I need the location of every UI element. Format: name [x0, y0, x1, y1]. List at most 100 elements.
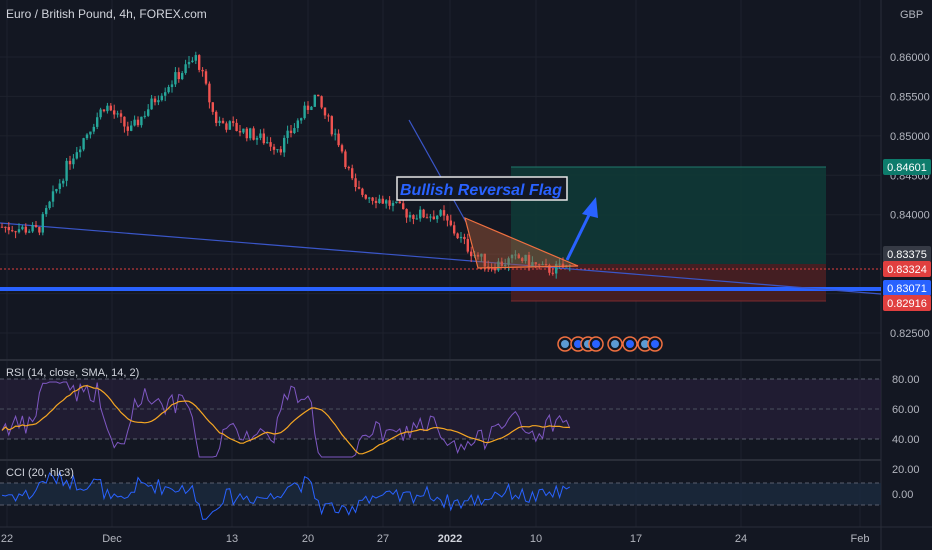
candle-body	[432, 216, 435, 220]
rsi-tick-label: 80.00	[892, 374, 920, 386]
candle-body	[463, 236, 466, 240]
candle-body	[225, 123, 228, 130]
candle-body	[296, 120, 299, 129]
candle-body	[238, 131, 242, 133]
cci-pane	[0, 469, 881, 520]
candle-body	[330, 116, 333, 135]
cci-label: CCI (20, hlc3)	[6, 467, 74, 479]
event-markers[interactable]	[557, 336, 663, 352]
price-tag-label: 0.82916	[887, 298, 927, 310]
event-marker-core	[574, 340, 582, 348]
candle-body	[364, 194, 367, 199]
candle-body	[123, 116, 126, 127]
candle-body	[45, 208, 48, 215]
candle-body	[116, 113, 119, 115]
rsi-sma-line	[1, 384, 570, 455]
candle-body	[68, 160, 72, 165]
candle-body	[317, 94, 320, 97]
candle-body	[313, 94, 316, 107]
candle-body	[133, 119, 136, 126]
candle-body	[524, 254, 527, 262]
candle-body	[204, 71, 208, 84]
price-tag	[883, 159, 931, 175]
candle-body	[439, 210, 442, 216]
candle-body	[279, 149, 282, 153]
candle-body	[4, 226, 7, 228]
candle-body	[334, 133, 337, 135]
annotation-box[interactable]	[396, 176, 568, 201]
price-tick-label: 0.85000	[890, 131, 930, 143]
price-tick-label: 0.85500	[890, 91, 930, 103]
candle-body	[368, 197, 371, 199]
candle-body	[408, 215, 412, 218]
candle-body	[303, 105, 306, 119]
time-tick-label: 10	[530, 533, 542, 545]
candle-body	[143, 115, 146, 117]
candle-body	[558, 263, 561, 265]
candle-body	[507, 258, 510, 265]
candle-body	[242, 128, 245, 133]
price-tag	[883, 280, 931, 296]
candle-body	[259, 133, 262, 138]
time-tick-label: 20	[302, 533, 314, 545]
candle-body	[289, 130, 293, 134]
breakout-arrow-line	[565, 212, 592, 261]
candle-body	[249, 128, 252, 139]
candle-body	[235, 122, 238, 132]
time-tick-label: 24	[735, 533, 747, 545]
candle-body	[561, 263, 565, 268]
candle-body	[381, 198, 384, 204]
time-axis[interactable]: 22 Dec 13 20 27 2022 10 17 24 Feb	[1, 533, 870, 545]
candle-body	[374, 200, 378, 204]
candle-body	[470, 251, 473, 257]
currency-label: GBP	[900, 9, 923, 21]
candle-body	[177, 72, 180, 80]
price-tick-label: 0.84000	[890, 210, 930, 222]
candle-body	[497, 261, 500, 271]
candle-body	[106, 105, 109, 112]
candle-body	[510, 254, 514, 259]
event-marker-core	[651, 340, 659, 348]
candle-body	[38, 227, 41, 233]
candle-body	[340, 145, 344, 152]
candle-body	[476, 254, 480, 257]
candle-body	[521, 258, 524, 262]
candle-body	[218, 120, 221, 123]
candle-body	[276, 149, 279, 151]
candle-body	[82, 138, 85, 150]
price-tag-label: 0.83324	[887, 264, 927, 276]
candle-body	[323, 107, 327, 116]
price-tag	[883, 261, 931, 277]
time-tick-label: Dec	[102, 533, 122, 545]
candle-body	[79, 149, 82, 153]
candle-body	[391, 202, 395, 206]
candle-body	[72, 158, 75, 165]
time-tick-label: 27	[377, 533, 389, 545]
candle-body	[320, 96, 323, 108]
candle-body	[208, 83, 211, 103]
candle-body	[14, 231, 17, 233]
candle-body	[262, 133, 265, 144]
cci-band	[0, 483, 881, 505]
candle-body	[425, 217, 429, 219]
candle-body	[466, 239, 469, 252]
candle-body	[153, 98, 157, 103]
candle-body	[170, 84, 174, 88]
candle-body	[534, 262, 537, 265]
candle-body	[347, 167, 350, 169]
candle-body	[191, 60, 194, 63]
candle-body	[300, 118, 303, 121]
event-marker-core	[611, 340, 619, 348]
candle-body	[245, 128, 248, 139]
candle-body	[351, 168, 354, 179]
candle-body	[194, 55, 197, 61]
candle-body	[357, 187, 361, 189]
candle-body	[221, 120, 225, 124]
candle-body	[456, 233, 459, 239]
candle-body	[398, 201, 401, 204]
candle-body	[555, 263, 558, 274]
cci-tick-label: 0.00	[892, 489, 913, 501]
candle-body	[327, 115, 330, 117]
candle-body	[385, 200, 388, 204]
